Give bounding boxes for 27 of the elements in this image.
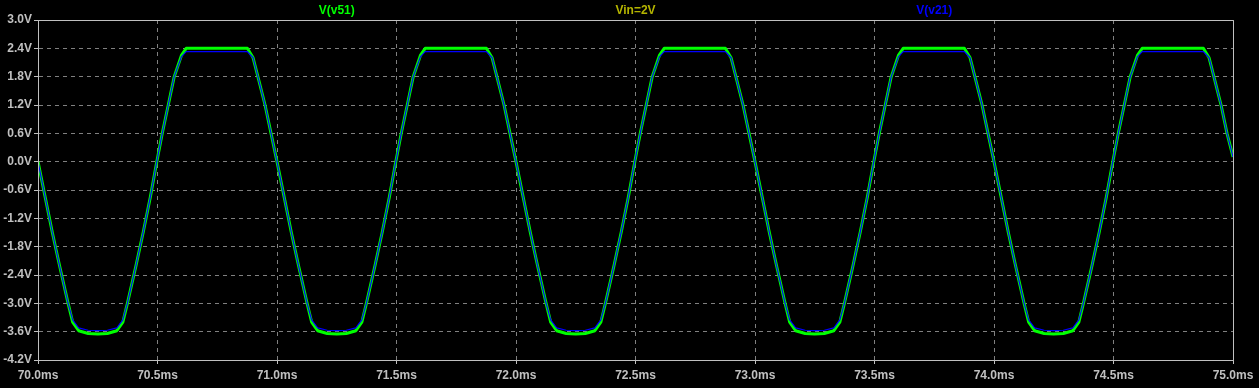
x-tick-label: 71.5ms bbox=[376, 367, 418, 382]
text: V(v51) bbox=[318, 3, 355, 18]
y-tick-label: -1.8V bbox=[3, 238, 32, 253]
x-tick-label: 75.0ms bbox=[1212, 367, 1254, 382]
y-tick-label: -0.6V bbox=[3, 182, 32, 197]
x-tick-label: 72.0ms bbox=[495, 367, 537, 382]
y-tick-label: 1.8V bbox=[7, 68, 32, 83]
y-tick-label: 3.0V bbox=[7, 12, 32, 27]
y-tick-label: -3.6V bbox=[3, 323, 32, 338]
text: Vin=2V bbox=[615, 3, 656, 18]
text: V(v21) bbox=[916, 3, 953, 18]
y-tick-label: 0.6V bbox=[7, 125, 32, 140]
y-tick-label: -1.2V bbox=[3, 210, 32, 225]
x-tick-label: 71.0ms bbox=[256, 367, 298, 382]
x-tick-label: 73.0ms bbox=[734, 367, 776, 382]
y-tick-label: 0.0V bbox=[7, 153, 32, 168]
y-tick-label: -4.2V bbox=[3, 352, 32, 367]
y-tick-label: 1.2V bbox=[7, 97, 32, 112]
x-tick-label: 74.5ms bbox=[1093, 367, 1135, 382]
x-tick-label: 70.0ms bbox=[17, 367, 59, 382]
y-tick-label: -3.0V bbox=[3, 295, 32, 310]
x-tick-label: 74.0ms bbox=[973, 367, 1015, 382]
x-tick-label: 72.5ms bbox=[615, 367, 657, 382]
x-tick-label: 73.5ms bbox=[854, 367, 896, 382]
x-tick-label: 70.5ms bbox=[137, 367, 179, 382]
y-tick-label: -2.4V bbox=[3, 267, 32, 282]
y-tick-label: 2.4V bbox=[7, 40, 32, 55]
